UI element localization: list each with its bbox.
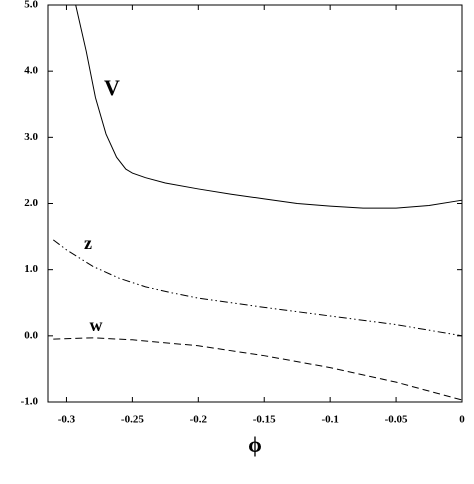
- y-tick-label: 0.0: [24, 329, 38, 341]
- series-label: w: [90, 315, 103, 335]
- x-tick-label: -0.3: [58, 414, 76, 426]
- x-axis-label: ϕ: [248, 432, 262, 457]
- x-tick-label: -0.15: [253, 414, 276, 426]
- y-tick-label: 3.0: [24, 131, 38, 143]
- x-tick-label: -0.25: [121, 414, 144, 426]
- y-tick-label: 4.0: [24, 65, 38, 77]
- series-line: [75, 4, 463, 209]
- y-tick-label: 2.0: [24, 197, 38, 209]
- y-tick-label: 1.0: [24, 263, 38, 275]
- plot-frame: [47, 4, 463, 403]
- y-tick-label: -1.0: [21, 396, 39, 408]
- y-tick-label: 5.0: [24, 0, 38, 11]
- series-label: V: [104, 75, 120, 100]
- x-tick-label: -0.05: [385, 414, 408, 426]
- x-tick-label: -0.1: [321, 414, 338, 426]
- x-tick-label: 0: [459, 414, 465, 426]
- series-label: z: [84, 233, 92, 253]
- series-line: [52, 239, 463, 337]
- x-tick-label: -0.2: [190, 414, 208, 426]
- series-line: [53, 337, 463, 401]
